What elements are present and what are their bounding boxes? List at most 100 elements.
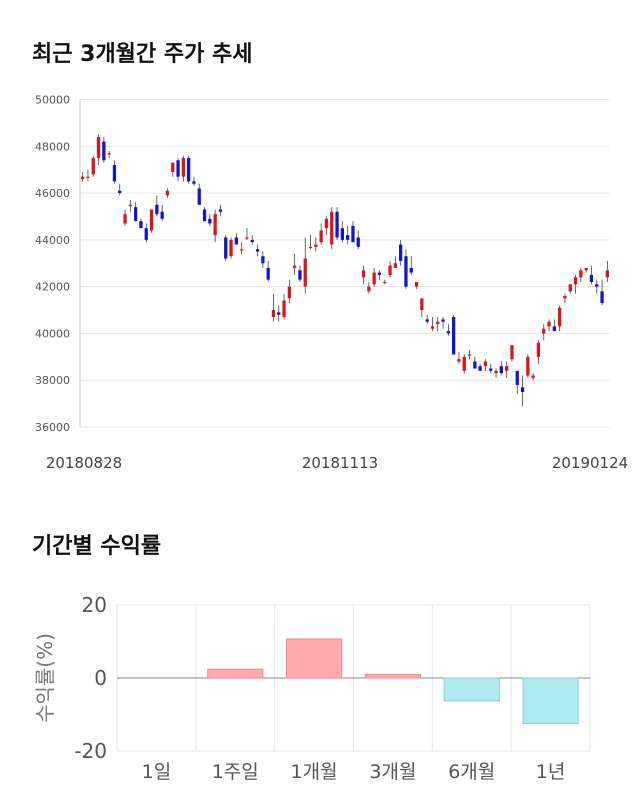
candle [467,349,472,360]
candle [149,209,154,233]
candle [483,359,488,371]
candle [499,361,503,376]
candle [86,169,90,182]
candle-body [409,267,413,273]
candle [520,375,525,406]
candle [298,265,302,282]
candle-body [579,270,583,278]
candle-body [165,190,170,196]
candle-body [457,359,461,362]
candle-body [139,221,143,229]
candle [526,354,530,378]
candle-body [510,345,514,360]
candle [261,251,265,268]
x-tick-label: 20190124 [552,454,628,472]
candle [282,293,286,320]
candle [409,256,413,275]
candle [308,235,313,250]
candle [372,267,376,287]
candle-body [202,209,207,222]
candle [192,176,196,187]
candle-body [314,244,318,247]
candle-body [351,225,355,243]
candle-body [356,237,360,247]
candle [118,183,122,196]
candle [96,134,101,165]
candle-body [181,157,185,177]
candle [367,281,371,294]
candle-body [499,366,503,374]
candle-body [489,368,493,371]
candle [446,324,450,336]
candle [303,237,307,294]
candle-body [399,244,403,261]
candle [536,340,541,364]
candle [102,136,106,163]
candle [430,317,435,332]
return-bar [443,677,500,702]
candle [335,207,339,240]
price-trend-heading: 최근 3개월간 주가 추세 [32,42,253,67]
candle-body [420,298,424,311]
candle-body [452,317,456,355]
return-bar [364,673,422,679]
candle [208,214,212,226]
candle [420,298,424,318]
candle-body [155,204,159,215]
candle-body [589,274,594,282]
candle [128,200,132,212]
returns-heading: 기간별 수익률 [32,534,162,559]
candle [584,267,588,273]
candle [605,260,609,282]
candle [287,279,291,304]
candle-body [367,286,371,292]
candle [441,317,445,329]
candle-body [531,375,535,378]
candle-body [308,246,313,249]
candle-body [430,326,435,329]
candle-body [123,214,127,224]
candle-body [250,239,254,243]
candle-body [293,265,297,268]
candle [171,162,175,177]
candle-body [584,267,588,271]
candle-body [441,319,445,322]
candle [563,293,567,304]
candle [314,237,318,252]
candle [277,305,281,322]
candle [144,223,148,243]
candle-body [494,370,498,374]
candle [176,157,180,182]
candle [202,207,207,222]
candle-body [287,286,291,299]
candle-body [266,267,270,280]
candle-body [171,162,175,173]
candle [245,228,249,240]
candle-body [134,207,138,222]
candle [531,373,535,381]
candle [494,368,498,378]
candle-body [335,211,339,238]
candle-body [324,218,329,229]
candle-body [234,237,238,245]
y-tick-label: 0 [94,666,107,690]
candle [271,293,276,322]
candle-body [595,284,599,287]
candle-body [436,321,440,325]
candle [595,279,599,294]
candle [319,223,323,245]
return-bar [522,677,579,725]
candle-body [425,319,429,322]
x-tick-label: 3개월 [369,761,416,783]
y-tick-label: 48000 [35,140,70,153]
candle [404,249,408,289]
candle-body [128,204,132,206]
candle-body [271,310,276,318]
candle-body [112,165,117,182]
candle [489,363,493,374]
candle [425,314,429,325]
candle [510,345,514,362]
y-tick-label: 46000 [35,187,70,200]
candle-body [224,237,228,259]
candle [91,155,95,177]
